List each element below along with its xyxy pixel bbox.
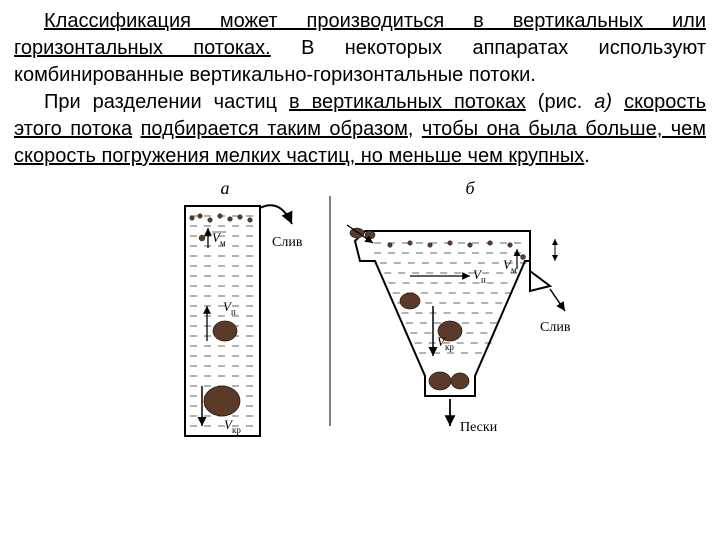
p2-i: а)	[594, 91, 612, 113]
svg-text:Слив: Слив	[540, 320, 571, 335]
p2-b: (рис.	[526, 91, 594, 113]
svg-text:кр: кр	[232, 425, 241, 435]
svg-text:б: б	[465, 178, 475, 198]
svg-text:кр: кр	[445, 342, 454, 352]
p2-f: .	[584, 145, 590, 167]
svg-text:Пески: Пески	[460, 420, 498, 435]
paragraph-1: Классификация может производиться в верт…	[14, 8, 706, 89]
svg-text:Слив: Слив	[272, 235, 303, 250]
svg-text:п: п	[231, 307, 236, 317]
p2-a: При разделении частиц	[44, 91, 289, 113]
p2-c	[612, 91, 624, 113]
p2-d	[132, 118, 140, 140]
page: Классификация может производиться в верт…	[0, 0, 720, 466]
svg-text:м: м	[220, 238, 226, 248]
svg-text:м: м	[511, 265, 517, 275]
figure-svg: абVмСливVпVкрVпVкрVмСливПески	[130, 176, 590, 466]
paragraph-2: При разделении частиц в вертикальных пот…	[14, 89, 706, 170]
p2-u1: в вертикальных потоках	[289, 91, 526, 113]
p2-u3: подбирается таким образом	[141, 118, 408, 140]
figure: абVмСливVпVкрVпVкрVмСливПески	[14, 176, 706, 466]
svg-text:п: п	[481, 275, 486, 285]
svg-text:а: а	[221, 178, 230, 198]
p2-e: ,	[408, 118, 422, 140]
